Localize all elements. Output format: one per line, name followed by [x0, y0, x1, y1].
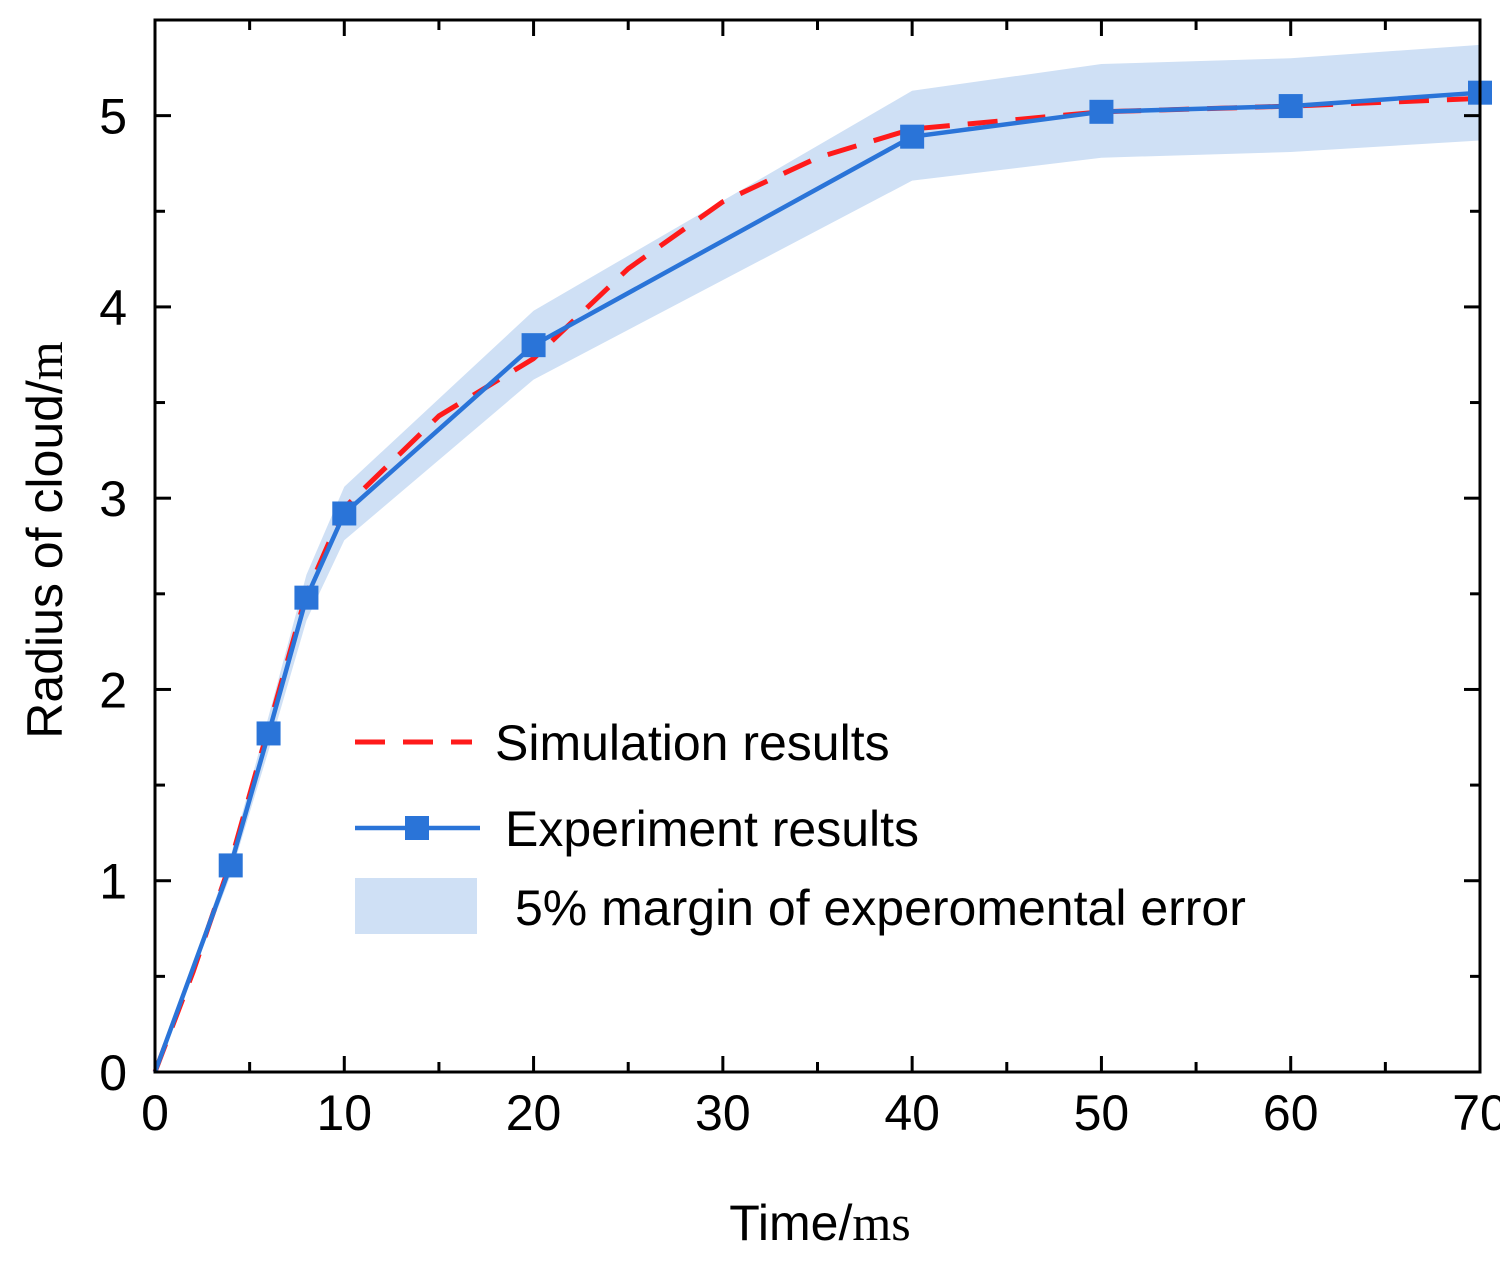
x-axis-unit: ms — [852, 1195, 910, 1251]
legend-simulation-label: Simulation results — [495, 715, 890, 771]
x-tick-label: 20 — [506, 1085, 562, 1141]
x-axis-title: Time/ms — [729, 1195, 911, 1251]
y-axis-unit: m — [17, 341, 73, 380]
x-tick-label: 50 — [1074, 1085, 1130, 1141]
y-tick-label: 3 — [99, 471, 127, 527]
experiment-marker — [332, 501, 357, 526]
axes-layer: 0 10 20 30 40 50 60 70 0 1 2 3 4 5 — [99, 18, 1500, 1141]
x-tick-label: 60 — [1263, 1085, 1319, 1141]
y-axis-title: Radius of cloud/m — [17, 341, 73, 739]
x-tick-label: 30 — [695, 1085, 751, 1141]
error-band-layer — [155, 44, 1480, 1072]
experiment-marker — [1278, 94, 1303, 119]
x-axis-label: Time/ — [729, 1195, 852, 1251]
legend-band-swatch — [355, 878, 477, 934]
legend-band-label: 5% margin of experomental error — [515, 880, 1246, 936]
x-tick-label: 40 — [884, 1085, 940, 1141]
simulation-series-layer — [152, 95, 1481, 1073]
experiment-marker — [900, 124, 925, 149]
legend-experiment-label: Experiment results — [505, 801, 919, 857]
error-band — [155, 44, 1480, 1072]
y-tick-label: 1 — [99, 854, 127, 910]
x-tick-label: 10 — [316, 1085, 372, 1141]
experiment-series-layer — [152, 80, 1492, 1073]
y-tick-label: 5 — [99, 89, 127, 145]
experiment-line — [152, 90, 1481, 1073]
legend-experiment-swatch-marker — [405, 816, 429, 840]
simulation-line — [152, 95, 1481, 1073]
x-tick-label: 0 — [141, 1085, 169, 1141]
y-tick-label: 4 — [99, 280, 127, 336]
experiment-marker — [521, 333, 546, 358]
x-tick-label: 70 — [1452, 1085, 1500, 1141]
experiment-marker — [256, 721, 281, 746]
y-tick-label: 2 — [99, 662, 127, 718]
y-tick-label: 0 — [99, 1045, 127, 1101]
experiment-marker — [1089, 99, 1114, 124]
experiment-marker — [218, 853, 243, 878]
experiment-marker — [294, 585, 319, 610]
y-axis-label: Radius of cloud/ — [17, 380, 73, 739]
legend: Simulation results Experiment results 5% m… — [355, 715, 1246, 936]
